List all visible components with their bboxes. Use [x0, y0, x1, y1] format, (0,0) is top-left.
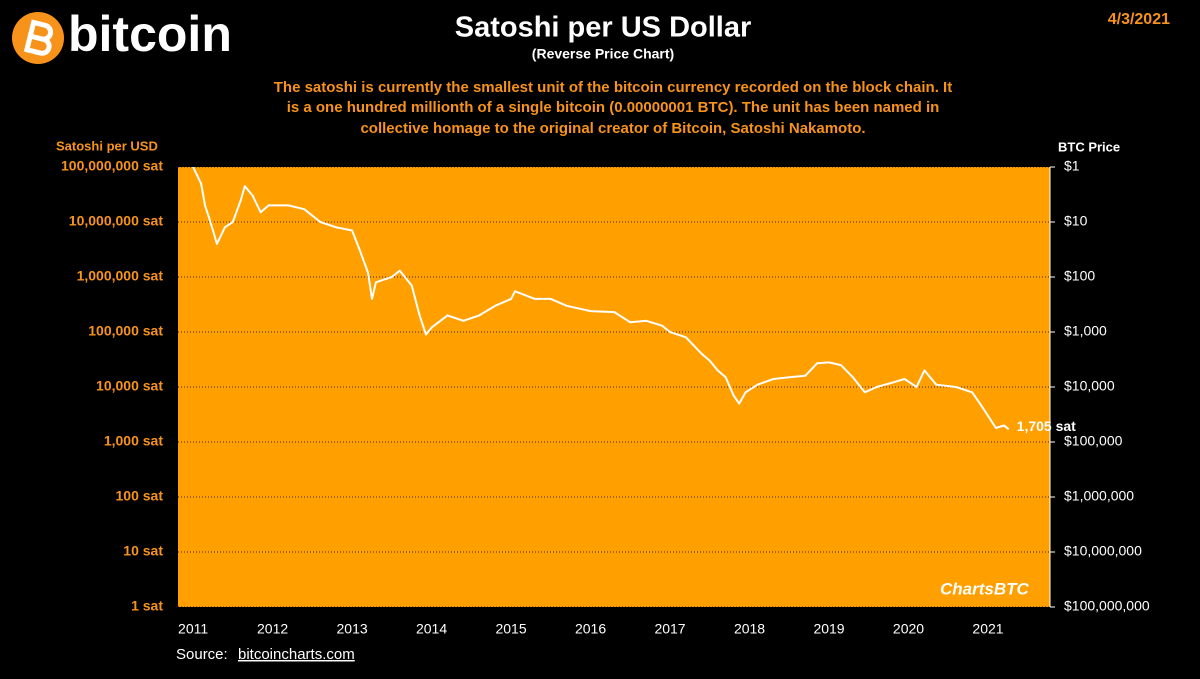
x-tick-label: 2016 [575, 621, 606, 637]
y2-tick-label: $100,000,000 [1064, 598, 1150, 614]
description-line: The satoshi is currently the smallest un… [274, 79, 952, 96]
x-tick-label: 2021 [972, 621, 1003, 637]
y2-tick-label: $1 [1064, 158, 1080, 174]
x-tick-label: 2013 [337, 621, 368, 637]
y-tick-label: 10,000 sat [96, 378, 163, 394]
price-line [191, 167, 1010, 431]
x-tick-label: 2011 [178, 621, 208, 637]
x-tick-label: 2012 [257, 621, 288, 637]
date: 4/3/2021 [1108, 11, 1170, 28]
y-tick-label: 10,000,000 sat [69, 213, 164, 229]
y2-axis-label: BTC Price [1058, 139, 1120, 154]
source-prefix: Source: [176, 646, 228, 663]
y2-tick-label: $1,000 [1064, 323, 1107, 339]
y2-tick-label: $1,000,000 [1064, 488, 1134, 504]
x-tick-label: 2018 [734, 621, 765, 637]
x-tick-label: 2015 [495, 621, 526, 637]
bitcoin-logo-icon [12, 12, 64, 64]
y2-tick-label: $10,000 [1064, 378, 1115, 394]
y-axis-label: Satoshi per USD [56, 138, 158, 153]
last-value-label: 1,705 sat [1017, 418, 1076, 434]
x-tick-label: 2019 [813, 621, 844, 637]
x-tick-label: 2017 [654, 621, 685, 637]
logo-text: bitcoin [68, 6, 232, 62]
y-tick-label: 100,000,000 sat [61, 158, 163, 174]
y-tick-label: 1,000 sat [104, 433, 163, 449]
y2-tick-label: $10,000,000 [1064, 543, 1142, 559]
x-tick-label: 2014 [416, 621, 447, 637]
description-line: is a one hundred millionth of a single b… [287, 99, 940, 116]
y-tick-label: 100,000 sat [88, 323, 163, 339]
y-tick-label: 10 sat [123, 543, 163, 559]
watermark: ChartsBTC [940, 579, 1030, 598]
y-tick-label: 1,000,000 sat [77, 268, 164, 284]
y-tick-label: 1 sat [131, 598, 163, 614]
chart-title: Satoshi per US Dollar [455, 12, 752, 44]
y-tick-label: 100 sat [116, 488, 164, 504]
y2-tick-label: $100 [1064, 268, 1095, 284]
chart-subtitle: (Reverse Price Chart) [532, 46, 674, 62]
x-tick-label: 2020 [893, 621, 924, 637]
y2-tick-label: $100,000 [1064, 433, 1123, 449]
y2-tick-label: $10 [1064, 213, 1088, 229]
source-link[interactable]: bitcoincharts.com [238, 646, 355, 663]
description-line: collective homage to the original creato… [360, 120, 865, 137]
